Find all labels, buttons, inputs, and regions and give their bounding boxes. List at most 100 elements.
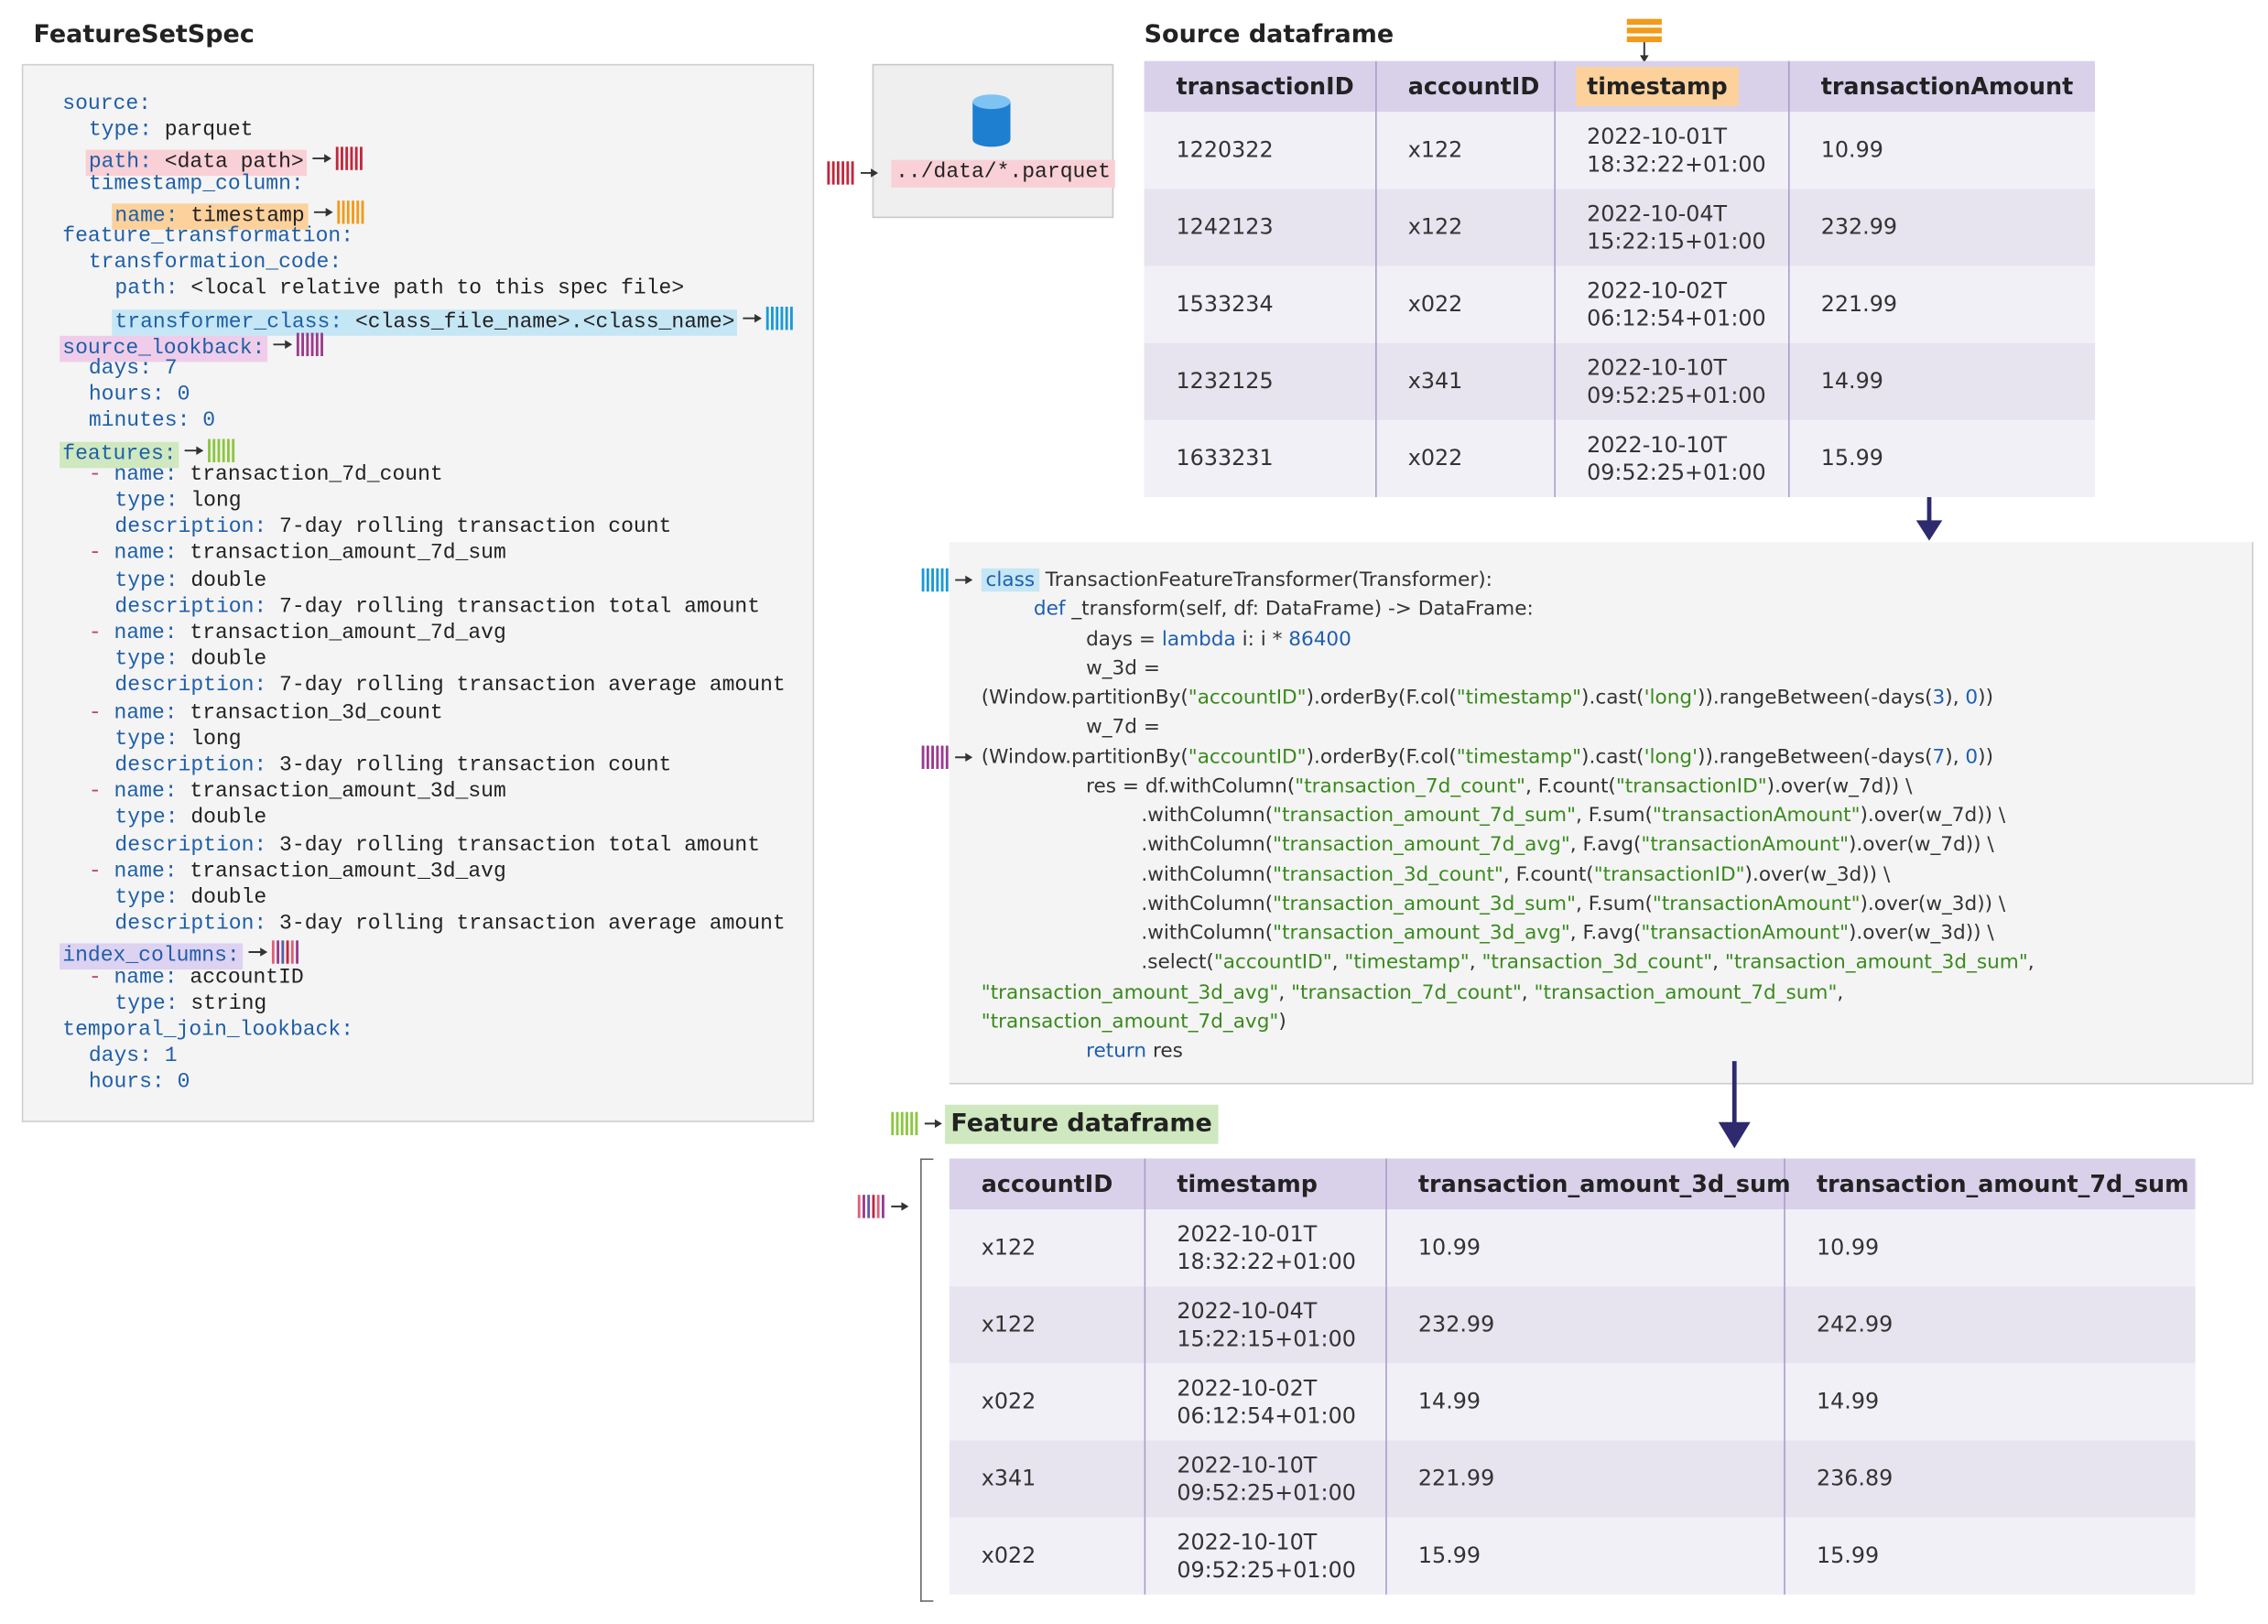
yaml-content: description: 3-day rolling transaction c… [112, 752, 674, 779]
code-token: "transaction_7d_count" [1295, 774, 1525, 798]
data-table: transactionID accountID timestamp transacti… [1144, 60, 2096, 498]
yaml-key: temporal_join_lookback: [62, 1019, 354, 1043]
yaml-line: type: long [112, 489, 244, 515]
yaml-line: feature_transformation: [60, 224, 356, 251]
yaml-content: description: 7-day rolling transaction c… [112, 514, 674, 541]
flow-arrow-head [1915, 520, 1943, 541]
code-token: "transactionAmount" [1641, 833, 1850, 857]
yaml-key: index_columns: [62, 945, 240, 969]
cell-text: 2022-10-04T [1587, 200, 1728, 226]
yaml-content: - name: transaction_amount_3d_avg [86, 859, 509, 885]
yaml-line: transformer_class: <class_file_name>.<cl… [112, 303, 797, 341]
yaml-content: name: timestamp [112, 202, 308, 230]
header-cell: transaction_amount_7d_sum [1783, 1158, 2196, 1210]
header-cell: accountID [949, 1158, 1145, 1210]
link-icon [856, 1192, 911, 1227]
yaml-key: name: [114, 966, 178, 990]
data-row: x122 2022-10-01T 18:32:22+01:00 10.99 10.99 [949, 1209, 2196, 1287]
yaml-content: - name: transaction_amount_7d_avg [86, 621, 509, 647]
link-icon-graphic [185, 438, 235, 462]
data-cell: 10.99 [1787, 112, 2096, 189]
data-cell: 2022-10-01T 18:32:22+01:00 [1143, 1209, 1386, 1287]
yaml-value: accountID [190, 966, 304, 990]
cell-text: x022 [1407, 444, 1463, 471]
code-line: .select("accountID", "timestamp", "trans… [1141, 950, 2035, 975]
code-token: class [981, 568, 1039, 592]
yaml-line: - name: transaction_7d_count [86, 462, 446, 489]
yaml-key: description: [114, 595, 267, 620]
yaml-line: minutes: 0 [86, 409, 219, 436]
yaml-key: type: [114, 648, 179, 672]
code-token: "timestamp" [1456, 686, 1582, 709]
data-cell: 2022-10-10T 09:52:25+01:00 [1143, 1440, 1386, 1518]
code-line: class TransactionFeatureTransformer(Tran… [981, 566, 1492, 595]
yaml-content: temporal_join_lookback: [60, 1017, 356, 1044]
code-token: "transaction_7d_count" [1291, 980, 1522, 1004]
yaml-content: type: double [112, 885, 269, 912]
code-token: "transactionAmount" [1641, 921, 1850, 946]
data-cell: 232.99 [1384, 1286, 1785, 1364]
yaml-value: 0 [177, 384, 190, 407]
yaml-line: - name: transaction_3d_count [86, 700, 446, 727]
yaml-line: - name: transaction_amount_3d_avg [86, 859, 509, 885]
yaml-content: - name: transaction_amount_3d_sum [86, 779, 509, 806]
code-token: 7 [1932, 744, 1946, 769]
data-cell: 15.99 [1384, 1517, 1785, 1595]
yaml-line: hours: 0 [86, 1070, 193, 1097]
code-line: def _transform(self, df: DataFrame) -> D… [1033, 597, 1534, 622]
yaml-key: days: [88, 357, 152, 382]
yaml-content: days: 7 [86, 356, 180, 383]
yaml-line: - name: transaction_amount_7d_sum [86, 541, 509, 568]
yaml-key: description: [114, 515, 267, 540]
yaml-value: timestamp [190, 204, 305, 228]
yaml-value: transaction_3d_count [190, 701, 443, 725]
link-icon-graphic [827, 161, 879, 185]
data-cell: x122 [1374, 189, 1555, 266]
cell-text: 2022-10-10T [1587, 353, 1728, 381]
yaml-key: name: [114, 542, 178, 567]
code-token: "accountID" [1188, 744, 1307, 769]
cell-text: x341 [1407, 367, 1463, 395]
yaml-value: double [190, 648, 267, 672]
yaml-content: description: 7-day rolling transaction a… [112, 674, 788, 700]
yaml-value: double [190, 568, 267, 593]
yaml-content: description: 7-day rolling transaction t… [112, 594, 763, 621]
yaml-value: 0 [202, 410, 216, 434]
yaml-content: type: double [112, 806, 269, 832]
data-cell: 1220322 [1144, 112, 1376, 189]
yaml-key: name: [114, 622, 178, 645]
data-row: 1220322 x122 2022-10-01T 18:32:22+01:00 10.9… [1144, 112, 2096, 189]
header-cell: transactionID [1144, 60, 1376, 113]
yaml-content: type: parquet [86, 118, 256, 145]
data-cell: 10.99 [1783, 1209, 2196, 1287]
yaml-line: type: double [112, 806, 269, 832]
yaml-key: type: [114, 886, 179, 910]
code-token: "transaction_amount_3d_sum" [1724, 950, 2028, 975]
cell-text: 232.99 [1417, 1311, 1495, 1337]
code-token: 3 [1932, 686, 1946, 709]
yaml-content: type: double [112, 568, 269, 594]
data-cell: x022 [949, 1363, 1145, 1441]
code-token: return [1086, 1039, 1147, 1063]
code-token: "transaction_amount_7d_sum" [1273, 804, 1577, 828]
cell-text: 09:52:25+01:00 [1177, 1555, 1356, 1583]
cell-text: 1242123 [1176, 213, 1274, 240]
yaml-content: type: long [112, 489, 244, 515]
yaml-line: path: <data path> [85, 145, 366, 182]
header-text: transactionAmount [1820, 72, 2074, 101]
data-cell: 221.99 [1787, 265, 2096, 343]
code-line: (Window.partitionBy("accountID").orderBy… [981, 744, 1994, 769]
yaml-line: source: [60, 92, 154, 118]
link-icon [742, 303, 797, 341]
cell-text: 232.99 [1820, 213, 1898, 240]
link-icon [184, 436, 239, 473]
yaml-dash: - [88, 860, 102, 884]
link-icon-graphic [743, 306, 794, 330]
data-cell: x022 [949, 1517, 1145, 1595]
yaml-key: name: [114, 860, 178, 884]
yaml-line: description: 3-day rolling transaction t… [112, 832, 763, 859]
data-cell: 1533234 [1144, 265, 1376, 343]
yaml-content: - name: transaction_7d_count [86, 462, 446, 489]
data-cell: 15.99 [1787, 419, 2096, 498]
